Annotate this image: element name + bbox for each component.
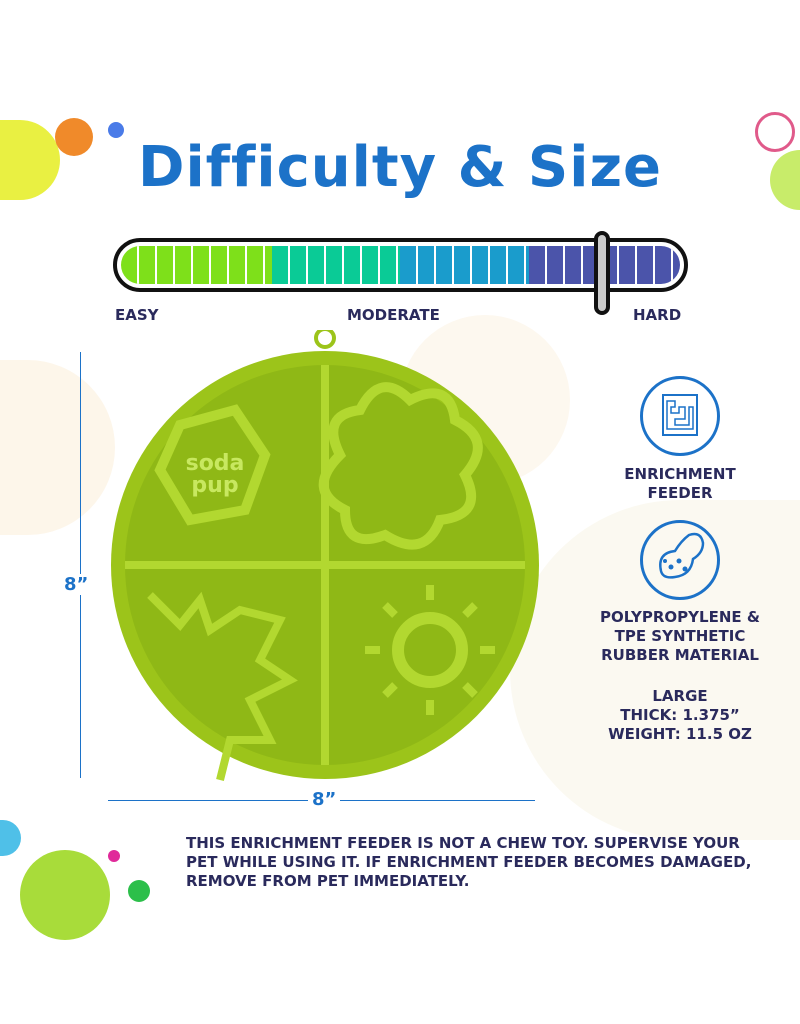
feature-label-line: RUBBER MATERIAL <box>601 646 759 664</box>
feature-label-line: TPE SYNTHETIC <box>614 627 746 645</box>
warning-text: THIS ENRICHMENT FEEDER IS NOT A CHEW TOY… <box>186 834 776 891</box>
decor-circles <box>20 850 110 940</box>
warning-line: THIS ENRICHMENT FEEDER IS NOT A CHEW TOY… <box>186 834 740 852</box>
warning-line: REMOVE FROM PET IMMEDIATELY. <box>186 872 470 890</box>
puzzle-maze-icon <box>640 376 720 456</box>
svg-text:soda: soda <box>186 451 245 476</box>
spec-weight: WEIGHT: 11.5 OZ <box>608 725 752 743</box>
decor-circles <box>55 118 93 156</box>
page-title: Difficulty & Size <box>137 135 663 200</box>
label-easy: EASY <box>115 306 159 324</box>
label-hard: HARD <box>633 306 682 324</box>
width-label: 8” <box>308 789 341 810</box>
difficulty-segment-moderate-hard <box>400 246 530 284</box>
difficulty-segment-easy <box>121 246 272 284</box>
feature-label-line: POLYPROPYLENE & <box>600 608 760 626</box>
decor-circles <box>0 820 21 856</box>
decor-circles <box>755 112 795 152</box>
spec-thickness: THICK: 1.375” <box>620 706 740 724</box>
warning-line: PET WHILE USING IT. IF ENRICHMENT FEEDER… <box>186 853 752 871</box>
difficulty-indicator <box>593 231 610 315</box>
feature-label-line: ENRICHMENT <box>624 465 736 483</box>
height-label: 8” <box>64 574 89 595</box>
decor-circles <box>128 880 150 902</box>
peanut-molecule-icon <box>640 520 720 600</box>
spec-size: LARGE <box>652 687 708 705</box>
enrichment-mat-image: soda pup <box>111 330 539 781</box>
height-dimension-line <box>80 352 81 778</box>
label-moderate: MODERATE <box>347 306 440 324</box>
decor-blob <box>0 360 115 535</box>
svg-text:pup: pup <box>191 473 238 498</box>
decor-circles <box>108 850 120 862</box>
feature-label-line: FEEDER <box>647 484 713 502</box>
decor-circles <box>108 122 124 138</box>
difficulty-segment-moderate <box>271 246 401 284</box>
